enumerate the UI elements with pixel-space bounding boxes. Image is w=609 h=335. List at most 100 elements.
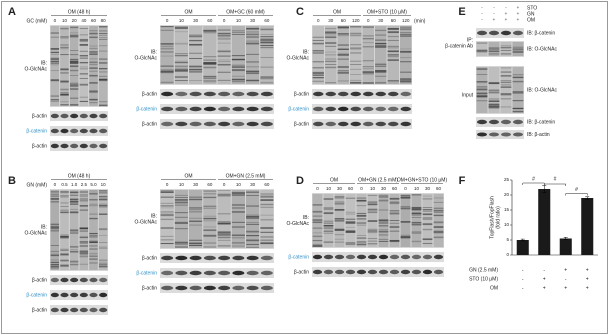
band — [345, 226, 356, 228]
band — [98, 75, 108, 77]
band — [174, 228, 188, 230]
band — [69, 211, 79, 214]
band — [89, 91, 98, 93]
band — [411, 212, 422, 214]
band — [98, 229, 108, 231]
band — [89, 292, 98, 298]
band — [98, 79, 108, 82]
band — [246, 285, 259, 291]
band — [362, 60, 374, 61]
band — [375, 121, 386, 127]
band — [389, 197, 400, 200]
y-tick-label: 10 — [504, 222, 510, 227]
band — [160, 211, 174, 213]
band — [50, 113, 59, 119]
band — [500, 119, 512, 125]
band — [232, 121, 245, 127]
band — [89, 241, 98, 243]
band — [98, 58, 108, 60]
band — [89, 213, 98, 215]
band — [260, 38, 274, 40]
band — [378, 240, 389, 242]
band — [260, 28, 274, 31]
band — [260, 206, 274, 208]
group-header: OM+GC (60 mM) — [226, 9, 265, 15]
band — [378, 234, 389, 236]
band — [356, 224, 367, 226]
band — [50, 193, 60, 196]
band — [60, 234, 69, 237]
band — [375, 45, 387, 47]
band — [334, 228, 345, 230]
lane-label: 10 — [236, 182, 242, 187]
significance-label: # — [554, 176, 557, 182]
band — [500, 30, 512, 36]
band — [350, 35, 362, 37]
band — [337, 54, 349, 56]
band — [500, 80, 512, 82]
band — [362, 68, 374, 70]
band — [60, 36, 69, 38]
band — [60, 194, 69, 197]
band — [323, 227, 334, 230]
band — [334, 219, 345, 222]
band — [323, 208, 334, 211]
band — [50, 99, 60, 101]
band — [69, 246, 79, 248]
band — [312, 210, 323, 213]
unit-label: (min) — [414, 18, 426, 24]
band — [367, 231, 378, 234]
band — [79, 78, 89, 79]
band — [338, 91, 349, 97]
band — [175, 106, 188, 112]
band — [356, 205, 367, 207]
band — [189, 255, 202, 261]
band — [476, 74, 488, 75]
lane-label: 0 — [54, 182, 57, 187]
band — [98, 247, 108, 249]
condition-sign: - — [493, 5, 495, 10]
band — [350, 106, 361, 112]
band — [433, 197, 444, 199]
band — [69, 58, 79, 61]
band — [79, 62, 89, 64]
blot-strip — [50, 275, 108, 285]
band — [98, 190, 108, 192]
band — [79, 242, 89, 244]
blot-label: IB: O-GlcNAc — [527, 46, 558, 52]
band — [69, 35, 79, 38]
band — [500, 45, 512, 47]
band — [476, 100, 488, 102]
band — [260, 41, 274, 44]
strip-label: β-actin — [32, 113, 47, 119]
band — [433, 254, 444, 260]
band — [387, 56, 399, 58]
band — [323, 225, 334, 228]
band — [246, 27, 260, 30]
band — [422, 254, 433, 260]
lane — [50, 190, 60, 270]
band — [189, 217, 203, 219]
band — [337, 80, 349, 82]
band — [203, 66, 217, 69]
strip-label: β-catenin — [136, 270, 157, 276]
band — [89, 52, 98, 54]
band — [60, 46, 69, 48]
band — [350, 32, 362, 35]
condition-sign: + — [586, 267, 589, 273]
panel-letter: A — [8, 6, 16, 18]
band — [175, 270, 188, 276]
band — [312, 73, 324, 75]
lane-label: 0.5 — [61, 182, 68, 187]
band — [325, 27, 337, 30]
band — [203, 229, 217, 232]
band — [203, 205, 217, 207]
blot-label: IB: O-GlcNAc — [527, 87, 558, 93]
lane — [362, 26, 374, 84]
band — [312, 219, 323, 221]
band — [70, 128, 79, 134]
lane-label: 30 — [425, 186, 431, 191]
strip-label: β-actin — [32, 143, 47, 149]
band — [203, 220, 217, 222]
band — [217, 32, 231, 35]
